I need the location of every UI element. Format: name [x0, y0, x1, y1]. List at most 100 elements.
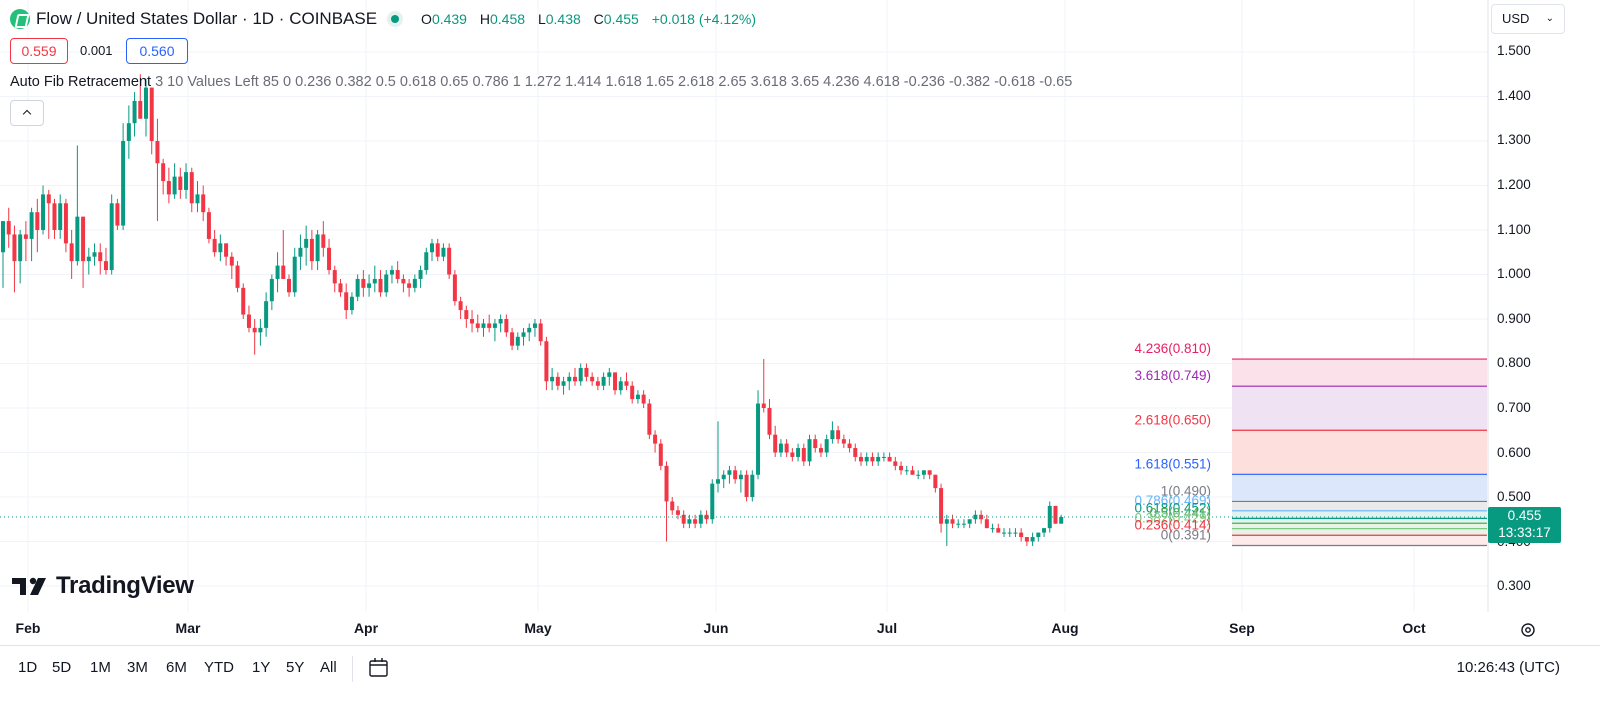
candle-body	[573, 376, 577, 382]
y-tick: 0.300	[1497, 578, 1531, 593]
candle-body	[876, 456, 881, 462]
candle-body	[813, 439, 818, 449]
candle-body	[372, 278, 377, 284]
timeframe-1y[interactable]: 1Y	[252, 659, 271, 676]
candle-body	[430, 243, 434, 253]
candle-body	[103, 261, 108, 271]
candle-body	[475, 323, 480, 328]
fib-label-0618: 0.618(0.452)	[1134, 500, 1211, 515]
y-tick: 0.500	[1497, 489, 1531, 504]
collapse-legend-button[interactable]	[10, 100, 44, 126]
ohlc-readout: O0.439 H0.458 L0.438 C0.455 +0.018 (+4.1…	[421, 11, 765, 27]
tradingview-logo[interactable]: TradingView	[12, 572, 194, 600]
candle-body	[824, 439, 829, 453]
timeframe-ytd[interactable]: YTD	[204, 659, 234, 676]
candle-body	[710, 483, 715, 520]
candle-body	[492, 323, 497, 328]
candle-body	[984, 519, 989, 529]
x-tick: Mar	[175, 620, 201, 636]
last-price-value: 0.455	[1507, 508, 1542, 523]
candle-body	[344, 292, 349, 311]
candle-body	[304, 238, 309, 248]
candle-body	[830, 430, 835, 440]
y-tick: 1.400	[1497, 88, 1531, 103]
settings-gear-icon[interactable]	[1518, 620, 1538, 640]
candle-body	[452, 274, 457, 302]
candle-body	[578, 367, 583, 382]
x-tick: Oct	[1402, 620, 1426, 636]
candle-body	[447, 247, 452, 275]
candle-body	[144, 87, 148, 119]
candle-body	[1002, 532, 1006, 534]
candle-body	[481, 323, 486, 328]
close-label: C	[593, 11, 604, 27]
timeframe-3m[interactable]: 3M	[127, 659, 148, 676]
candle-body	[189, 172, 194, 204]
bottom-toolbar	[0, 645, 1600, 704]
y-tick: 1.200	[1497, 177, 1531, 192]
candle-body	[81, 216, 86, 262]
symbol-title[interactable]: Flow / United States Dollar · 1D · COINB…	[36, 9, 378, 28]
y-tick: 1.500	[1497, 43, 1531, 58]
candle-body	[298, 247, 303, 257]
candle-body	[996, 528, 1001, 533]
indicator-legend[interactable]: Auto Fib Retracement 3 10 Values Left 85…	[10, 74, 1072, 90]
x-tick: Sep	[1229, 620, 1255, 636]
y-tick: 0.700	[1497, 400, 1531, 415]
last-price-badge: 0.455 13:33:17	[1488, 507, 1561, 543]
candle-body	[23, 234, 28, 239]
candle-body	[693, 519, 698, 524]
candle-body	[641, 394, 646, 404]
low-label: L	[537, 11, 546, 27]
currency-select[interactable]: USD ⌄	[1491, 4, 1565, 34]
fib-label-0236: 0.236(0.414)	[1134, 517, 1211, 532]
timeframe-1d[interactable]: 1D	[18, 659, 38, 676]
low-value: 0.438	[545, 11, 581, 27]
candle-body	[389, 270, 394, 275]
candle-body	[1013, 532, 1018, 534]
sell-price-button[interactable]: 0.559	[10, 38, 68, 64]
candle-body	[201, 194, 206, 213]
candle-body	[956, 523, 961, 525]
candle-body	[927, 470, 932, 475]
candle-body	[841, 439, 846, 444]
candle-body	[1030, 537, 1035, 542]
x-tick: Aug	[1051, 620, 1079, 636]
candle-body	[498, 319, 503, 324]
timeframe-5y[interactable]: 5Y	[286, 659, 305, 676]
candle-body	[155, 141, 160, 164]
candle-body	[561, 381, 566, 386]
candle-body	[35, 212, 40, 230]
high-label: H	[479, 11, 490, 27]
timeframe-5d[interactable]: 5D	[52, 659, 72, 676]
candle-body	[716, 479, 720, 484]
price-chart[interactable]: 4.236(0.810) 3.618(0.749) 2.618(0.650) 1.61…	[0, 0, 1600, 645]
candle-body	[229, 256, 234, 266]
candle-body	[1053, 505, 1058, 524]
candle-body	[184, 172, 189, 190]
candle-body	[784, 443, 789, 453]
timeframe-all[interactable]: All	[320, 659, 337, 676]
timeframe-1m[interactable]: 1M	[90, 659, 111, 676]
currency-label: USD	[1502, 11, 1530, 26]
candle-body	[395, 270, 400, 279]
candle-body	[944, 519, 949, 524]
candle-body	[138, 100, 143, 119]
candle-body	[166, 181, 171, 195]
buy-price-button[interactable]: 0.560	[126, 38, 188, 64]
go-to-date-calendar-icon[interactable]	[367, 656, 391, 680]
candle-body	[332, 270, 337, 284]
candle-body	[338, 283, 343, 293]
y-tick: 0.600	[1497, 445, 1531, 460]
timeframe-6m[interactable]: 6M	[166, 659, 187, 676]
candle-body	[921, 470, 926, 475]
candle-body	[12, 234, 17, 262]
candle-body	[899, 465, 904, 471]
candle-body	[990, 528, 995, 530]
candle-body	[241, 287, 246, 315]
candle-body	[859, 456, 863, 462]
candle-body	[1019, 532, 1024, 538]
candle-body	[555, 376, 560, 386]
utc-clock[interactable]: 10:26:43 (UTC)	[1456, 659, 1560, 676]
